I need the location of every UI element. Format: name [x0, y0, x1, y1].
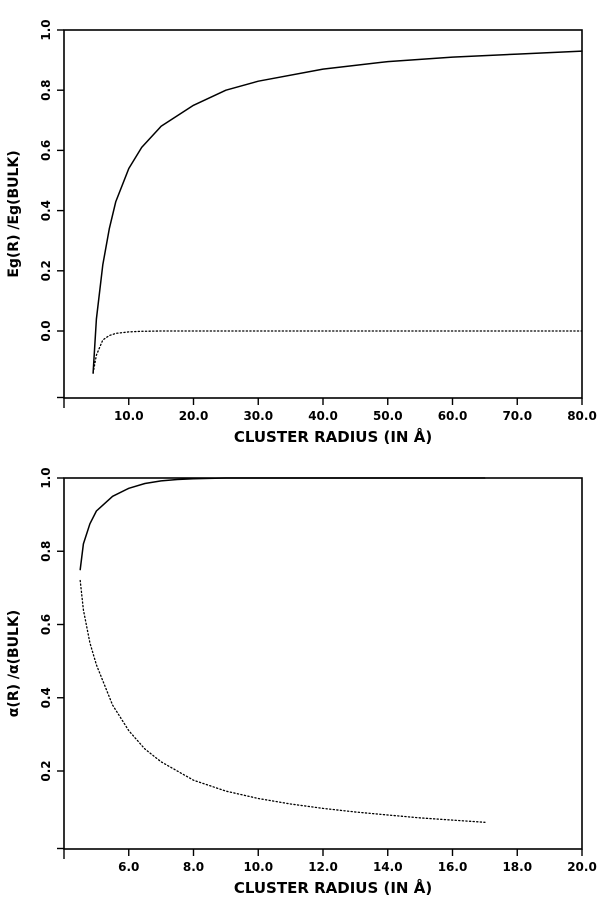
chart-panel-1: 10.0 20.0 30.0 40.0 50.0 60.0 70.0 80.0 0.0 0.2 0.…: [6, 19, 597, 446]
y-tick-label: 1.0: [39, 19, 53, 40]
x-tick-label: 20.0: [567, 860, 597, 874]
plot-frame: [63, 477, 583, 850]
y-tick-label: 0.8: [39, 541, 53, 562]
y-tick-label: 0.2: [39, 260, 53, 281]
x-tick-label: 12.0: [308, 860, 338, 874]
solid-series-line: [92, 50, 583, 374]
y-tick-label: 0.4: [39, 200, 53, 221]
x-tick-label: 50.0: [373, 409, 403, 423]
y-axis-label: Eg(R) /Eg(BULK): [6, 150, 22, 277]
y-tick-label: 0.6: [39, 140, 53, 161]
plot-frame: [63, 29, 583, 399]
x-tick-label: 10.0: [243, 860, 273, 874]
dotted-series-line: [92, 330, 583, 374]
y-axis-label: α(R) /α(BULK): [6, 610, 22, 717]
x-tick-label: 70.0: [502, 409, 532, 423]
x-axis-label: CLUSTER RADIUS (IN Å): [234, 427, 432, 446]
x-tick-label: 30.0: [243, 409, 273, 423]
x-tick-label: 16.0: [438, 860, 468, 874]
y-tick-label: 0.0: [39, 320, 53, 341]
y-tick-label: 0.2: [39, 760, 53, 781]
y-tick-label: 0.8: [39, 80, 53, 101]
x-tick-label: 6.0: [118, 860, 139, 874]
x-axis-label: CLUSTER RADIUS (IN Å): [234, 878, 432, 897]
x-tick-label: 18.0: [502, 860, 532, 874]
y-tick-label: 0.4: [39, 687, 53, 708]
x-tick-label: 14.0: [373, 860, 403, 874]
solid-series-line: [79, 477, 486, 571]
x-tick-label: 60.0: [438, 409, 468, 423]
x-tick-label: 8.0: [183, 860, 204, 874]
dotted-series-line: [79, 579, 486, 823]
x-tick-label: 80.0: [567, 409, 597, 423]
x-tick-label: 10.0: [114, 409, 144, 423]
y-tick-label: 0.6: [39, 614, 53, 635]
x-tick-label: 20.0: [179, 409, 209, 423]
x-tick-label: 40.0: [308, 409, 338, 423]
chart-panel-2: 6.0 8.0 10.0 12.0 14.0 16.0 18.0 20.0 0.2 0.4 0.6 0…: [6, 467, 597, 897]
y-tick-label: 1.0: [39, 467, 53, 488]
